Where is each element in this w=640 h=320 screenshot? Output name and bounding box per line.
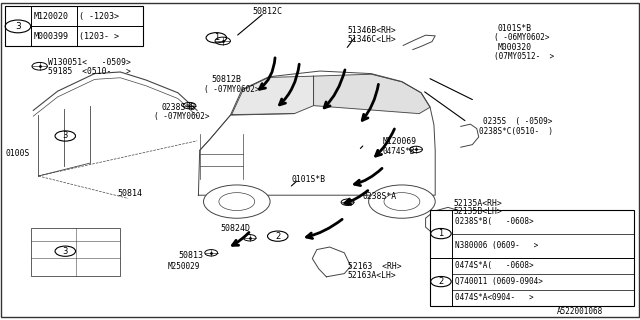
- Text: 0238S*B: 0238S*B: [162, 103, 196, 112]
- Text: 50812C: 50812C: [253, 7, 283, 16]
- Polygon shape: [314, 74, 430, 114]
- Text: 2: 2: [438, 277, 444, 286]
- Text: ( -07MY0602>: ( -07MY0602>: [204, 85, 259, 94]
- Text: A522001068: A522001068: [557, 308, 603, 316]
- Text: M120020: M120020: [33, 12, 68, 21]
- Text: ( -07MY0602>: ( -07MY0602>: [154, 112, 209, 121]
- Text: 52163A<LH>: 52163A<LH>: [348, 271, 396, 280]
- Text: 0101S*B: 0101S*B: [498, 24, 532, 33]
- FancyBboxPatch shape: [5, 6, 143, 46]
- Text: 50812B: 50812B: [211, 76, 241, 84]
- Text: 59185  <0510-   >: 59185 <0510- >: [48, 68, 131, 76]
- Text: 1: 1: [438, 229, 444, 238]
- Text: 51346C<LH>: 51346C<LH>: [348, 36, 396, 44]
- Text: ( -06MY0602>: ( -06MY0602>: [494, 33, 550, 42]
- Text: 3: 3: [63, 247, 68, 256]
- FancyBboxPatch shape: [31, 228, 120, 276]
- Text: (1203- >: (1203- >: [79, 32, 119, 41]
- Text: M000399: M000399: [33, 32, 68, 41]
- Text: ( -1203>: ( -1203>: [79, 12, 119, 21]
- Text: 50814: 50814: [117, 189, 142, 198]
- Text: 0100S: 0100S: [5, 149, 29, 158]
- Text: 0235S  ( -0509>: 0235S ( -0509>: [483, 117, 552, 126]
- Text: 0238S*A: 0238S*A: [363, 192, 397, 201]
- Text: 0474S*B: 0474S*B: [383, 147, 415, 156]
- Text: 52135A<RH>: 52135A<RH>: [453, 199, 502, 208]
- Text: M120069: M120069: [383, 137, 417, 146]
- Text: 50813: 50813: [178, 252, 203, 260]
- Text: 52135B<LH>: 52135B<LH>: [453, 207, 502, 216]
- Text: W130051<   -0509>: W130051< -0509>: [48, 58, 131, 67]
- Text: 50824D: 50824D: [221, 224, 251, 233]
- FancyBboxPatch shape: [430, 210, 634, 306]
- Text: 1: 1: [214, 33, 219, 42]
- Text: N380006 (0609-   >: N380006 (0609- >: [455, 241, 538, 250]
- Circle shape: [204, 185, 270, 218]
- Text: 0238S*B(   -0608>: 0238S*B( -0608>: [455, 217, 534, 226]
- Text: M250029: M250029: [168, 262, 200, 271]
- Text: 3: 3: [15, 22, 20, 31]
- Text: 0474S*A(   -0608>: 0474S*A( -0608>: [455, 261, 534, 270]
- Text: 0238S*C(0510-  ): 0238S*C(0510- ): [479, 127, 553, 136]
- Text: 0474S*A<0904-   >: 0474S*A<0904- >: [455, 293, 534, 302]
- Text: Q740011 (0609-0904>: Q740011 (0609-0904>: [455, 277, 543, 286]
- Text: 0101S*B: 0101S*B: [291, 175, 325, 184]
- Circle shape: [369, 185, 435, 218]
- Text: M000320: M000320: [498, 43, 532, 52]
- Text: 3: 3: [63, 132, 68, 140]
- Text: 2: 2: [275, 232, 280, 241]
- Text: (07MY0512-  >: (07MY0512- >: [494, 52, 554, 61]
- Polygon shape: [232, 76, 314, 115]
- Text: 52163  <RH>: 52163 <RH>: [348, 262, 401, 271]
- Text: 51346B<RH>: 51346B<RH>: [348, 26, 396, 35]
